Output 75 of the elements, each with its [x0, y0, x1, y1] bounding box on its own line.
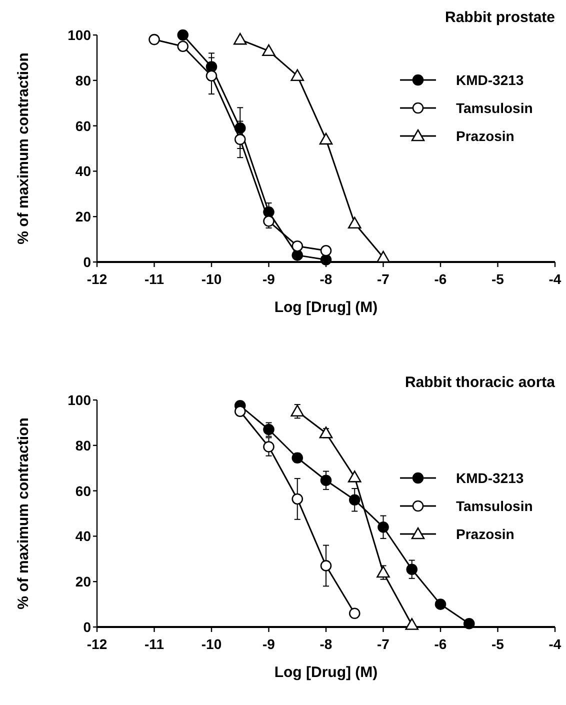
point — [292, 493, 304, 505]
y-tick-label: 80 — [75, 72, 92, 88]
y-tick-label: 60 — [75, 482, 92, 499]
point — [320, 474, 332, 486]
point — [320, 254, 332, 266]
x-tick-label: -7 — [377, 636, 390, 652]
point — [292, 250, 304, 261]
x-tick-label: -8 — [320, 271, 332, 287]
x-axis-title: Log [Drug] (M) — [274, 299, 378, 316]
x-tick-label: -4 — [548, 271, 562, 287]
point — [263, 441, 274, 452]
x-tick-label: -12 — [86, 271, 108, 287]
point — [292, 452, 304, 464]
point — [292, 240, 304, 252]
legend-label: Prazosin — [456, 526, 514, 542]
x-axis-title: Log [Drug] (M) — [274, 664, 378, 681]
x-tick-label: -10 — [201, 271, 222, 287]
point — [262, 44, 276, 56]
x-tick-label: -8 — [320, 636, 332, 652]
y-axis-title: % of maximum contraction — [15, 52, 32, 244]
x-tick-label: -12 — [86, 636, 108, 652]
x-tick-label: -9 — [262, 271, 276, 287]
point — [376, 250, 390, 263]
point — [348, 608, 360, 620]
point — [434, 598, 446, 610]
point — [348, 494, 360, 506]
point — [290, 69, 304, 82]
legend-label: Tamsulosin — [456, 498, 533, 514]
chart-title: Rabbit prostate — [444, 9, 555, 26]
y-tick-label: 20 — [75, 574, 92, 590]
point — [234, 134, 246, 146]
point — [320, 245, 332, 256]
legend-label: Prazosin — [456, 128, 514, 144]
y-tick-label: 0 — [83, 254, 92, 270]
point — [319, 426, 333, 438]
y-tick-label: 100 — [68, 27, 92, 43]
point — [290, 404, 304, 416]
point — [406, 564, 418, 575]
point — [177, 29, 189, 41]
point — [263, 215, 274, 227]
x-tick-label: -6 — [434, 271, 447, 287]
y-tick-label: 100 — [68, 392, 92, 408]
y-tick-label: 40 — [75, 163, 92, 180]
x-tick-label: -7 — [377, 271, 390, 287]
point — [405, 618, 419, 630]
chart-title: Rabbit thoracic aorta — [404, 374, 556, 391]
legend-label: Tamsulosin — [456, 100, 533, 116]
y-axis-title: % of maximum contraction — [15, 418, 32, 610]
y-tick-label: 80 — [75, 437, 92, 454]
point — [376, 566, 390, 578]
x-tick-label: -5 — [492, 636, 504, 652]
x-tick-label: -9 — [262, 636, 276, 652]
legend-label: KMD-3213 — [456, 72, 524, 88]
x-tick-label: -6 — [434, 636, 447, 652]
point — [378, 521, 389, 533]
point — [206, 70, 218, 82]
legend-label: KMD-3213 — [456, 470, 524, 486]
point — [234, 406, 246, 417]
y-tick-label: 60 — [75, 118, 92, 134]
y-tick-label: 40 — [75, 528, 92, 544]
x-tick-label: -11 — [144, 636, 164, 652]
x-tick-label: -11 — [144, 271, 164, 287]
x-tick-label: -10 — [201, 636, 222, 652]
point — [348, 470, 362, 482]
x-tick-label: -4 — [548, 636, 562, 652]
point — [319, 132, 333, 145]
point — [233, 32, 247, 45]
x-tick-label: -5 — [492, 271, 504, 287]
point — [320, 560, 332, 572]
y-tick-label: 20 — [75, 208, 92, 225]
y-tick-label: 0 — [83, 619, 92, 635]
point — [148, 34, 160, 46]
point — [348, 216, 362, 229]
point — [177, 40, 189, 52]
point — [463, 618, 475, 630]
